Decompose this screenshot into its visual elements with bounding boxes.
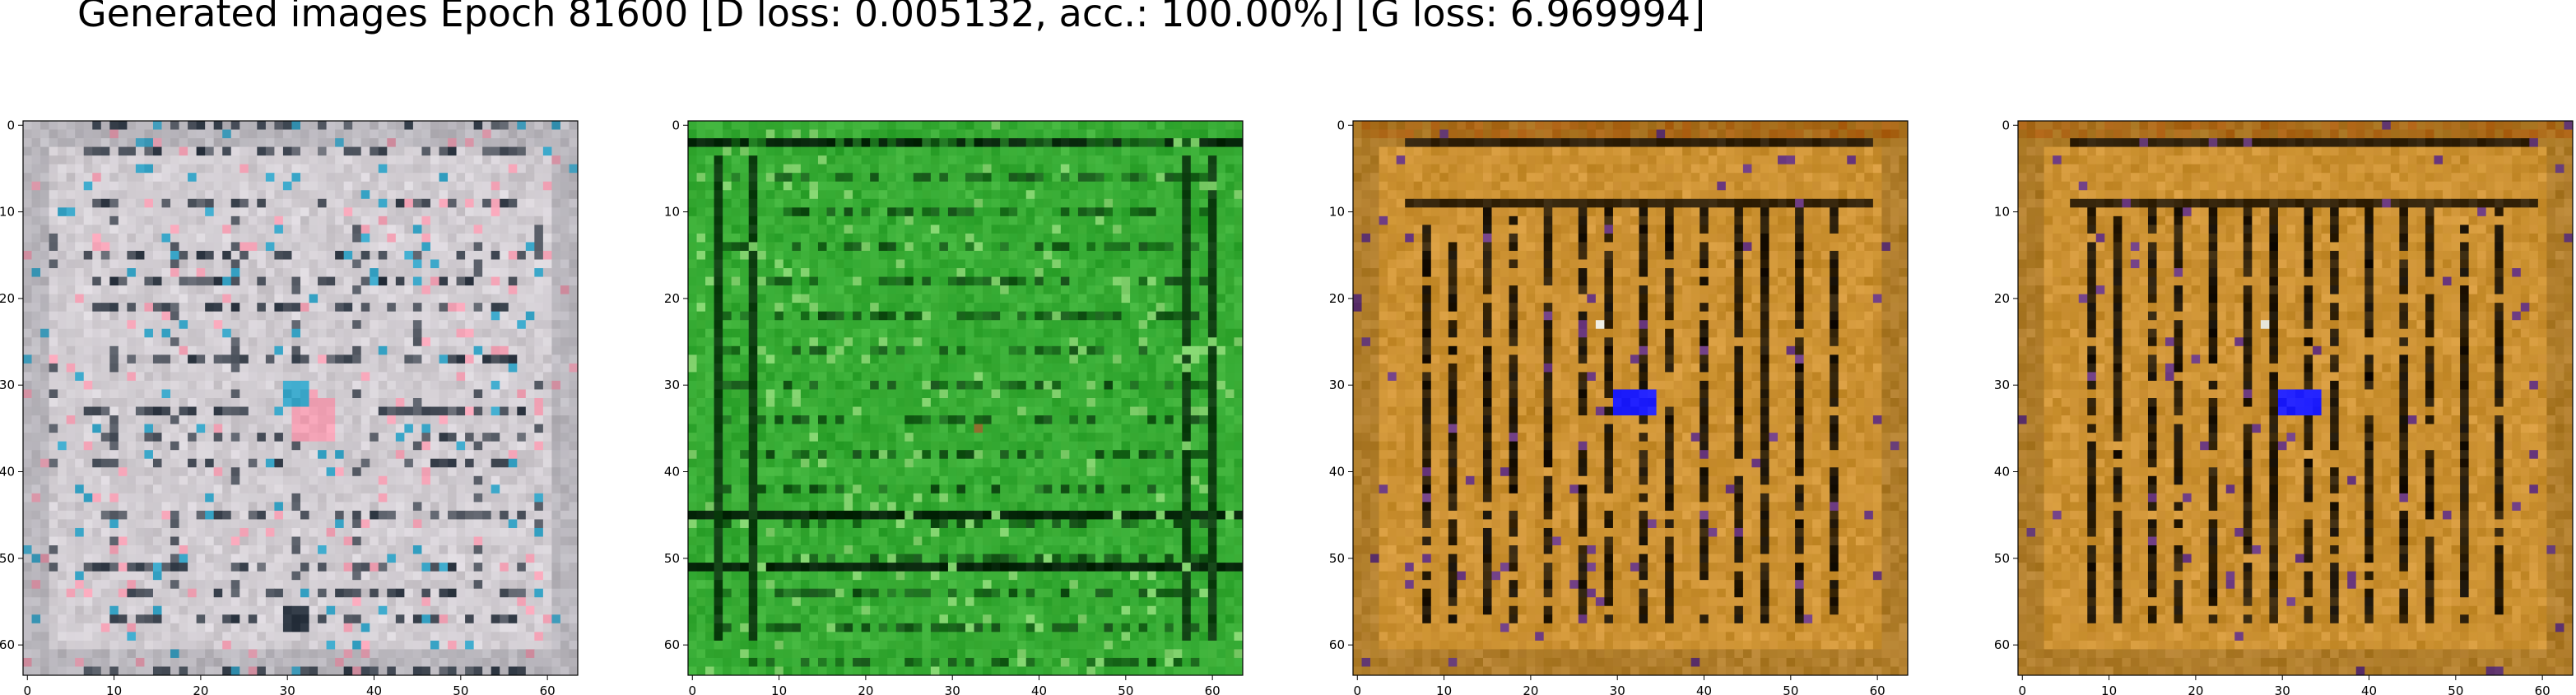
y-tick-label: 10 bbox=[664, 205, 680, 220]
x-tick-label: 60 bbox=[1205, 683, 1221, 695]
image-panel-1: 0 10 20 30 40 50 60 0 10 20 30 40 50 60 bbox=[0, 118, 579, 695]
y-tick-label: 0 bbox=[7, 118, 15, 132]
y-tick-label: 10 bbox=[1994, 205, 2010, 220]
x-tick-label: 50 bbox=[1118, 683, 1133, 695]
x-tick-label: 50 bbox=[2448, 683, 2463, 695]
y-tick-label: 40 bbox=[1329, 465, 1345, 480]
x-tick-label: 50 bbox=[453, 683, 468, 695]
y-tick-label: 30 bbox=[1994, 378, 2010, 392]
x-tick-label: 40 bbox=[2361, 683, 2377, 695]
x-tick-label: 30 bbox=[2275, 683, 2290, 695]
x-tick-label: 0 bbox=[2018, 683, 2026, 695]
y-tick-label: 0 bbox=[2002, 118, 2010, 132]
y-tick-label: 20 bbox=[1994, 291, 2010, 306]
x-tick-label: 30 bbox=[1610, 683, 1625, 695]
x-tick-label: 60 bbox=[1870, 683, 1886, 695]
y-tick-label: 20 bbox=[664, 291, 680, 306]
image-pixels bbox=[1353, 121, 1909, 676]
y-tick-label: 30 bbox=[664, 378, 680, 392]
x-tick-label: 0 bbox=[1353, 683, 1361, 695]
y-tick-label: 50 bbox=[1994, 551, 2010, 566]
x-tick-label: 20 bbox=[2188, 683, 2203, 695]
y-tick-label: 40 bbox=[0, 465, 15, 480]
y-tick-label: 60 bbox=[0, 637, 15, 652]
figure-title: Generated images Epoch 81600 [D loss: 0.… bbox=[77, 0, 1705, 35]
x-tick-label: 20 bbox=[858, 683, 873, 695]
x-tick-label: 10 bbox=[2101, 683, 2117, 695]
x-tick-label: 10 bbox=[106, 683, 122, 695]
x-tick-label: 30 bbox=[280, 683, 295, 695]
y-tick-label: 50 bbox=[1329, 551, 1345, 566]
x-tick-label: 20 bbox=[193, 683, 208, 695]
axes-frame bbox=[2017, 120, 2574, 676]
x-tick-label: 10 bbox=[771, 683, 787, 695]
y-tick-label: 30 bbox=[0, 378, 15, 392]
y-tick-label: 30 bbox=[1329, 378, 1345, 392]
image-panel-3: 0 10 20 30 40 50 60 0 10 20 30 40 50 60 bbox=[1329, 118, 1909, 695]
image-pixels bbox=[23, 121, 579, 676]
y-tick-label: 50 bbox=[664, 551, 680, 566]
image-pixels bbox=[688, 121, 1244, 676]
y-tick-label: 60 bbox=[664, 637, 680, 652]
x-tick-label: 0 bbox=[23, 683, 31, 695]
y-tick-label: 60 bbox=[1994, 637, 2010, 652]
x-tick-label: 10 bbox=[1436, 683, 1452, 695]
axes-frame bbox=[1352, 120, 1909, 676]
x-tick-label: 60 bbox=[2535, 683, 2550, 695]
x-tick-label: 0 bbox=[688, 683, 696, 695]
x-tick-label: 40 bbox=[1031, 683, 1047, 695]
axes-frame bbox=[687, 120, 1244, 676]
x-tick-label: 40 bbox=[1696, 683, 1712, 695]
y-tick-label: 10 bbox=[0, 205, 15, 220]
y-tick-label: 50 bbox=[0, 551, 15, 566]
x-tick-label: 50 bbox=[1783, 683, 1798, 695]
image-panel-2: 0 10 20 30 40 50 60 0 10 20 30 40 50 60 bbox=[664, 118, 1244, 695]
y-tick-label: 40 bbox=[1994, 465, 2010, 480]
image-pixels bbox=[2018, 121, 2574, 676]
y-tick-label: 20 bbox=[1329, 291, 1345, 306]
y-tick-label: 0 bbox=[1337, 118, 1345, 132]
x-tick-label: 60 bbox=[540, 683, 556, 695]
x-tick-label: 20 bbox=[1523, 683, 1538, 695]
y-tick-label: 40 bbox=[664, 465, 680, 480]
x-tick-label: 40 bbox=[366, 683, 382, 695]
y-tick-label: 20 bbox=[0, 291, 15, 306]
y-tick-label: 0 bbox=[672, 118, 680, 132]
y-tick-label: 10 bbox=[1329, 205, 1345, 220]
image-panel-4: 0 10 20 30 40 50 60 0 10 20 30 40 50 60 bbox=[1994, 118, 2574, 695]
axes-frame bbox=[22, 120, 579, 676]
y-tick-label: 60 bbox=[1329, 637, 1345, 652]
x-tick-label: 30 bbox=[945, 683, 960, 695]
